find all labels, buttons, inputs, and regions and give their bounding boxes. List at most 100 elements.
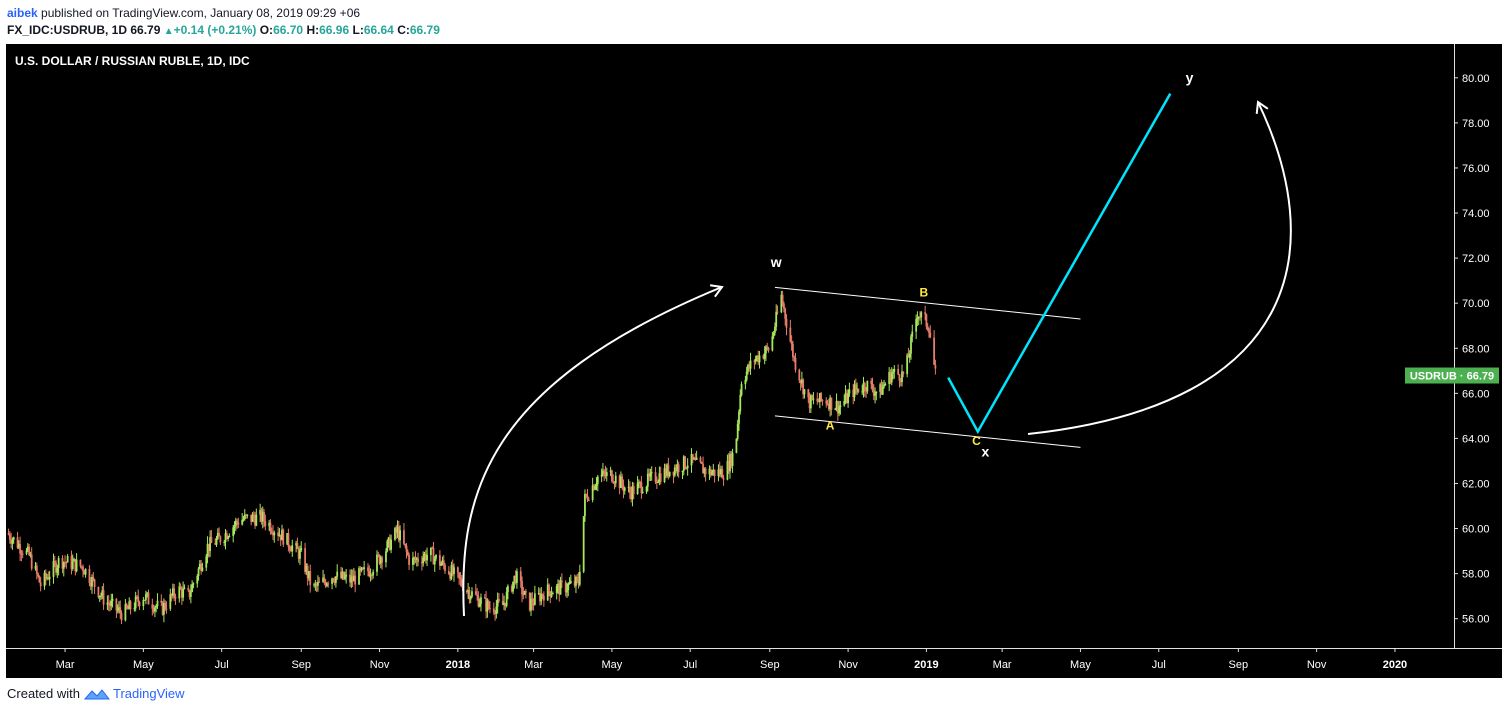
candle-body: [514, 575, 517, 584]
candle-body: [498, 599, 500, 601]
candle-body: [890, 373, 893, 383]
candle-body: [816, 398, 819, 402]
x-tick-label: May: [1070, 659, 1091, 671]
candle-body: [726, 460, 729, 480]
candle-body: [52, 560, 55, 577]
candle-body: [223, 541, 226, 543]
candle-body: [906, 354, 909, 375]
candle-body: [396, 526, 399, 533]
candle-body: [766, 346, 769, 348]
candle-body: [537, 593, 540, 595]
candle-body: [435, 554, 437, 559]
author-link[interactable]: aibek: [7, 6, 38, 20]
candle-body: [673, 467, 676, 476]
candle-body: [66, 556, 69, 563]
candle-body: [648, 473, 651, 477]
candle-body: [920, 312, 923, 318]
candle-body: [215, 538, 218, 545]
candle-body: [666, 464, 668, 476]
candle-body: [578, 571, 581, 585]
candle-body: [775, 311, 778, 327]
candle-body: [838, 407, 841, 414]
candle-body: [898, 374, 901, 381]
candle-body: [102, 590, 105, 605]
candle-body: [812, 398, 815, 400]
open-label: O:: [259, 23, 274, 37]
candle-body: [405, 545, 408, 552]
candle-body: [550, 594, 553, 597]
candle-body: [630, 492, 633, 500]
candle-body: [287, 533, 290, 547]
candle-body: [735, 438, 738, 453]
candle-body: [664, 468, 667, 476]
candle-body: [297, 549, 300, 559]
tradingview-brand[interactable]: TradingView: [112, 686, 185, 701]
candle-body: [582, 516, 585, 572]
candle-body: [251, 514, 254, 522]
left-curved-arrow-head: [709, 284, 724, 298]
candle-body: [513, 575, 516, 582]
candle-body: [780, 294, 783, 313]
candle-body: [522, 594, 525, 596]
candle-body: [97, 586, 100, 598]
candle-body: [844, 392, 847, 401]
candle-body: [341, 571, 344, 578]
candle-body: [333, 581, 336, 583]
candle-body: [318, 581, 321, 583]
candle-body: [250, 514, 253, 522]
chart-area[interactable]: U.S. DOLLAR / RUSSIAN RUBLE, 1D, IDC 56.0…: [6, 44, 1502, 678]
candle-body: [169, 594, 172, 609]
candle-body: [21, 553, 24, 555]
close-label: C:: [397, 23, 410, 37]
candle-body: [926, 326, 929, 330]
candle-body: [299, 550, 301, 559]
candle-body: [300, 548, 303, 551]
x-tick-label: Sep: [1229, 659, 1249, 671]
candle-body: [71, 561, 74, 569]
candle-body: [451, 565, 454, 575]
candle-body: [503, 602, 505, 606]
right-curved-arrow-head: [1255, 100, 1269, 115]
candle-body: [736, 423, 739, 439]
y-tick-label: 80.00: [1462, 73, 1490, 85]
candle-body: [224, 533, 227, 542]
candle-body: [758, 355, 761, 363]
candle-body: [430, 547, 432, 556]
candle-body: [934, 364, 937, 369]
candle-body: [352, 575, 355, 582]
candle-body: [512, 581, 514, 592]
candle-body: [646, 473, 649, 487]
candle-body: [154, 607, 156, 612]
candle-body: [700, 462, 703, 464]
candle-body: [146, 592, 149, 595]
candle-body: [468, 590, 471, 600]
price-chart[interactable]: U.S. DOLLAR / RUSSIAN RUBLE, 1D, IDC 56.0…: [6, 44, 1502, 678]
chart-title: U.S. DOLLAR / RUSSIAN RUBLE, 1D, IDC: [15, 54, 250, 68]
candle-body: [748, 364, 751, 369]
candle-body: [340, 571, 342, 578]
candle-body: [799, 380, 802, 384]
candle-body: [11, 539, 14, 544]
candle-body: [619, 476, 622, 488]
candle-body: [575, 577, 577, 586]
candle-body: [892, 371, 894, 374]
candle-body: [444, 565, 446, 572]
candle-body: [160, 600, 163, 603]
candle-body: [781, 294, 784, 304]
candle-body: [467, 590, 470, 592]
candle-body: [857, 388, 860, 393]
candle-body: [865, 390, 867, 392]
x-tick-label: Jul: [683, 659, 697, 671]
candle-body: [820, 393, 823, 401]
candle-body: [456, 567, 459, 573]
candle-body: [901, 371, 903, 383]
x-tick-label: Sep: [760, 659, 780, 671]
candle-body: [789, 327, 792, 342]
candle-body: [730, 454, 733, 466]
candle-body: [623, 487, 626, 491]
candle-body: [308, 571, 310, 579]
candle-body: [136, 596, 138, 598]
candle-body: [93, 579, 96, 587]
candle-body: [505, 592, 508, 607]
candle-body: [875, 391, 878, 394]
